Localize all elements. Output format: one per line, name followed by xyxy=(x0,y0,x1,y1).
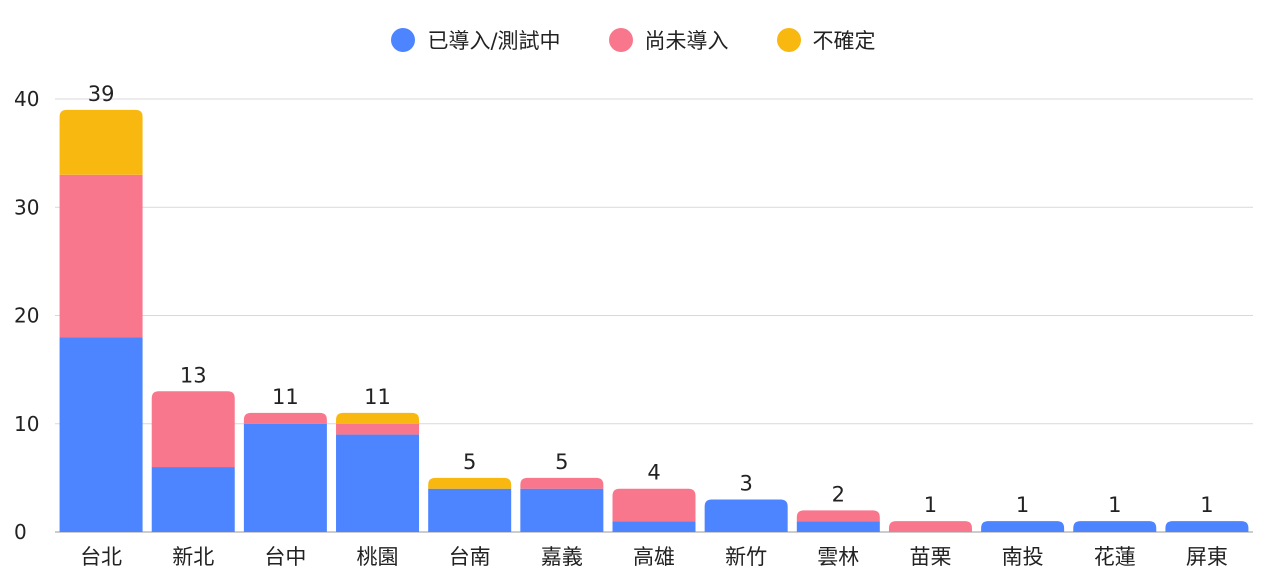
legend-swatch xyxy=(776,28,801,52)
y-tick-label: 20 xyxy=(14,304,39,328)
bar-segment xyxy=(520,477,604,489)
y-tick-label: 10 xyxy=(14,412,39,436)
bar-segment xyxy=(336,434,420,532)
x-tick-label: 苗栗 xyxy=(909,545,951,569)
y-tick-label: 30 xyxy=(14,195,39,219)
bar-segment xyxy=(612,488,696,522)
bar-segment xyxy=(59,109,143,175)
bar-segment xyxy=(59,337,143,532)
x-tick-label: 新北 xyxy=(172,545,214,569)
bar-segment xyxy=(612,521,696,532)
legend-item[interactable]: 已導入/測試中 xyxy=(391,25,561,55)
bar-total-label: 39 xyxy=(88,82,115,106)
bar-segment xyxy=(151,467,235,532)
legend-label: 不確定 xyxy=(812,29,876,53)
bar-total-label: 4 xyxy=(647,461,660,485)
bar-segment xyxy=(796,510,880,522)
bar-total-label: 11 xyxy=(272,385,299,409)
bar-segment xyxy=(704,499,788,532)
bar-segment xyxy=(1165,521,1249,532)
chart-legend: 已導入/測試中 尚未導入 不確定 xyxy=(0,22,1267,58)
bar-total-label: 1 xyxy=(1200,493,1213,517)
legend-swatch xyxy=(391,28,416,52)
legend-label: 已導入/測試中 xyxy=(427,29,561,53)
bar-total-label: 1 xyxy=(1108,493,1121,517)
x-tick-label: 嘉義 xyxy=(541,545,583,569)
bar-segment xyxy=(520,488,604,532)
bar-total-label: 5 xyxy=(463,450,476,474)
bar-segment xyxy=(428,488,512,532)
bar-total-label: 13 xyxy=(180,363,207,387)
y-tick-label: 0 xyxy=(14,520,27,544)
bar-segment xyxy=(336,412,420,424)
bar-segment xyxy=(888,521,972,532)
x-tick-label: 高雄 xyxy=(633,545,675,569)
bar-total-label: 2 xyxy=(832,482,845,506)
bar-total-label: 5 xyxy=(555,450,568,474)
x-tick-label: 台南 xyxy=(449,545,491,569)
x-tick-label: 桃園 xyxy=(357,545,399,569)
x-tick-label: 新竹 xyxy=(725,545,767,569)
bar-total-label: 1 xyxy=(924,493,937,517)
legend-item[interactable]: 不確定 xyxy=(776,25,876,55)
bar-segment xyxy=(59,174,143,338)
bar-total-label: 11 xyxy=(364,385,391,409)
x-tick-label: 屏東 xyxy=(1186,545,1228,569)
y-tick-label: 40 xyxy=(14,87,39,111)
x-tick-label: 雲林 xyxy=(817,545,859,569)
x-tick-label: 台中 xyxy=(264,545,306,569)
bar-segment xyxy=(981,521,1065,532)
bar-total-label: 3 xyxy=(739,472,752,496)
legend-item[interactable]: 尚未導入 xyxy=(608,25,729,55)
bar-segment xyxy=(151,391,235,468)
bar-segment xyxy=(243,412,327,424)
x-tick-label: 南投 xyxy=(1002,545,1044,569)
legend-swatch xyxy=(608,28,633,52)
bar-segment xyxy=(336,423,420,435)
bar-segment xyxy=(1073,521,1157,532)
bar-segment xyxy=(428,477,512,489)
x-tick-label: 花蓮 xyxy=(1094,545,1136,569)
bar-total-label: 1 xyxy=(1016,493,1029,517)
x-tick-label: 台北 xyxy=(80,545,122,569)
bar-segment xyxy=(796,521,880,532)
bar-segment xyxy=(243,423,327,532)
legend-label: 尚未導入 xyxy=(644,29,729,53)
